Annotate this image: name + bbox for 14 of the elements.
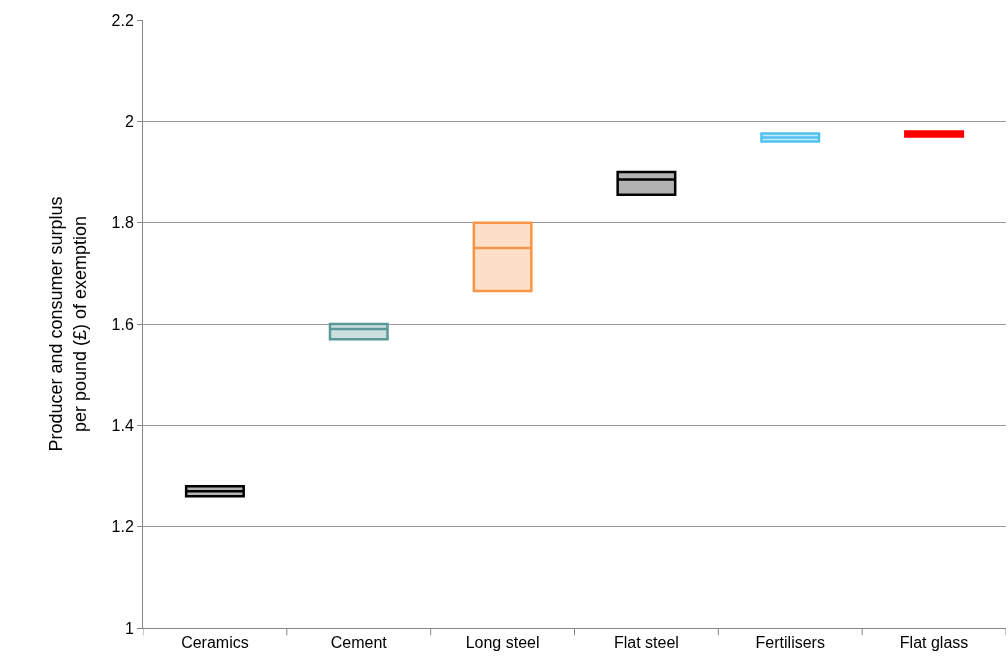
y-tick-label: 1.4 xyxy=(111,416,134,434)
x-tick-label: Flat glass xyxy=(899,634,969,652)
y-tick-label: 1 xyxy=(124,619,134,637)
x-tick-label: Cement xyxy=(330,634,388,652)
x-tick-label: Ceramics xyxy=(181,634,249,652)
x-tick-label: Flat steel xyxy=(613,634,679,652)
y-axis-title: Producer and consumer surplus per pound (£) of exemption xyxy=(46,196,90,452)
y-tick-label: 2.2 xyxy=(111,11,134,29)
y-tick-label: 2 xyxy=(124,112,134,130)
x-tick-label: Long steel xyxy=(465,634,540,652)
x-tick-label: Fertilisers xyxy=(755,634,825,652)
y-tick-label: 1.2 xyxy=(111,518,134,536)
y-tick-label: 1.6 xyxy=(111,315,134,333)
y-tick-label: 1.8 xyxy=(111,214,134,232)
